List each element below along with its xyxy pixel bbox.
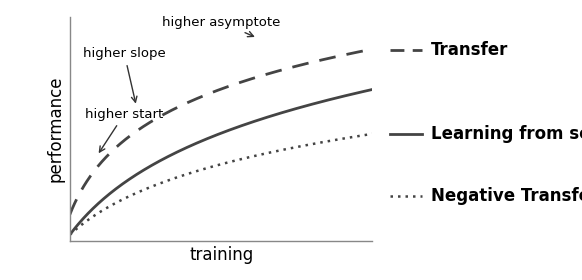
Text: higher asymptote: higher asymptote bbox=[162, 16, 281, 37]
Text: higher slope: higher slope bbox=[83, 47, 166, 102]
Text: Transfer: Transfer bbox=[431, 41, 508, 59]
X-axis label: training: training bbox=[189, 246, 253, 264]
Text: higher start: higher start bbox=[85, 108, 164, 152]
Text: Learning from scratch: Learning from scratch bbox=[431, 125, 582, 143]
Y-axis label: performance: performance bbox=[47, 76, 64, 182]
Text: Negative Transfer: Negative Transfer bbox=[431, 187, 582, 205]
